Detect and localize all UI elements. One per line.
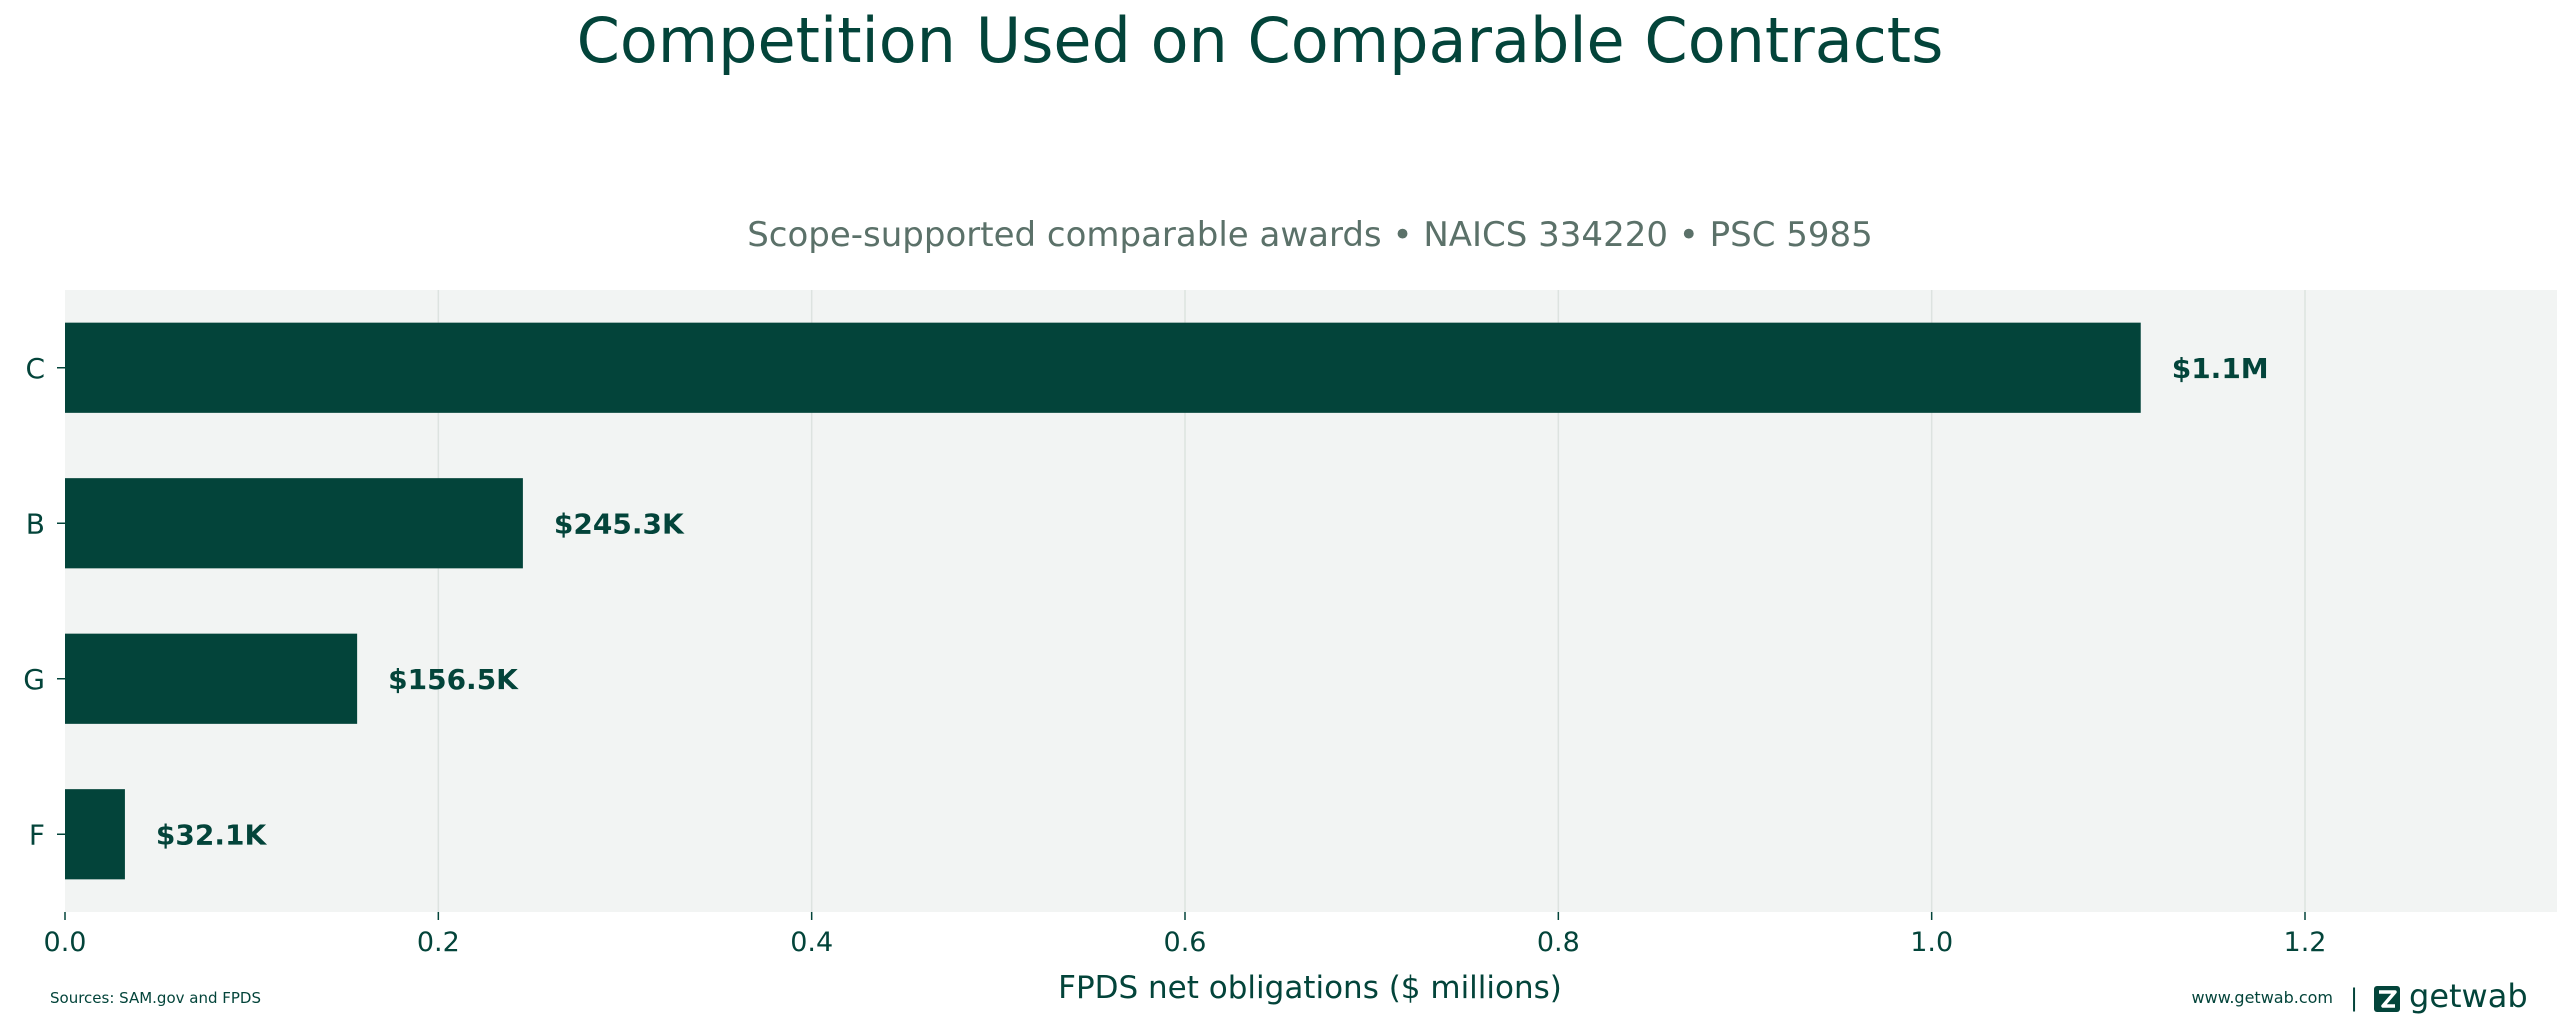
x-axis-title: FPDS net obligations ($ millions) xyxy=(1058,970,1562,1006)
chart-subtitle: Scope-supported comparable awards • NAIC… xyxy=(747,215,1873,255)
x-tick-label: 0.8 xyxy=(1537,927,1580,958)
x-tick-label: 0.6 xyxy=(1164,927,1207,958)
y-tick-label: B xyxy=(26,507,45,540)
chart-title: Competition Used on Comparable Contracts xyxy=(577,4,1944,77)
y-tick-label: F xyxy=(29,818,45,851)
x-axis: 0.0 0.2 0.4 0.6 0.8 1.0 1.2 xyxy=(44,912,2327,958)
bar-b xyxy=(65,478,523,569)
x-tick-label: 0.2 xyxy=(417,927,460,958)
y-tick-label: C xyxy=(25,352,45,385)
bar-g xyxy=(65,633,358,724)
y-axis: C B G F xyxy=(23,352,65,851)
bar-c xyxy=(65,322,2141,413)
bars xyxy=(65,322,2141,880)
bar-value-label: $156.5K xyxy=(388,663,519,696)
footer-website: www.getwab.com xyxy=(2192,988,2333,1007)
bar-f xyxy=(65,789,125,880)
bar-value-labels: $1.1M $245.3K $156.5K $32.1K xyxy=(156,352,2269,852)
bar-value-label: $32.1K xyxy=(156,818,268,851)
getwab-logo-icon xyxy=(2374,986,2400,1012)
x-tick-label: 0.4 xyxy=(790,927,833,958)
footer-separator: | xyxy=(2350,984,2358,1012)
x-tick-label: 1.0 xyxy=(1910,927,1953,958)
bar-value-label: $245.3K xyxy=(554,507,685,540)
x-tick-label: 1.2 xyxy=(2284,927,2327,958)
y-tick-label: G xyxy=(23,663,45,696)
x-tick-label: 0.0 xyxy=(44,927,87,958)
bar-value-label: $1.1M xyxy=(2172,352,2269,385)
footer-brand: getwab xyxy=(2409,977,2528,1015)
footer-source: Sources: SAM.gov and FPDS xyxy=(50,989,261,1007)
